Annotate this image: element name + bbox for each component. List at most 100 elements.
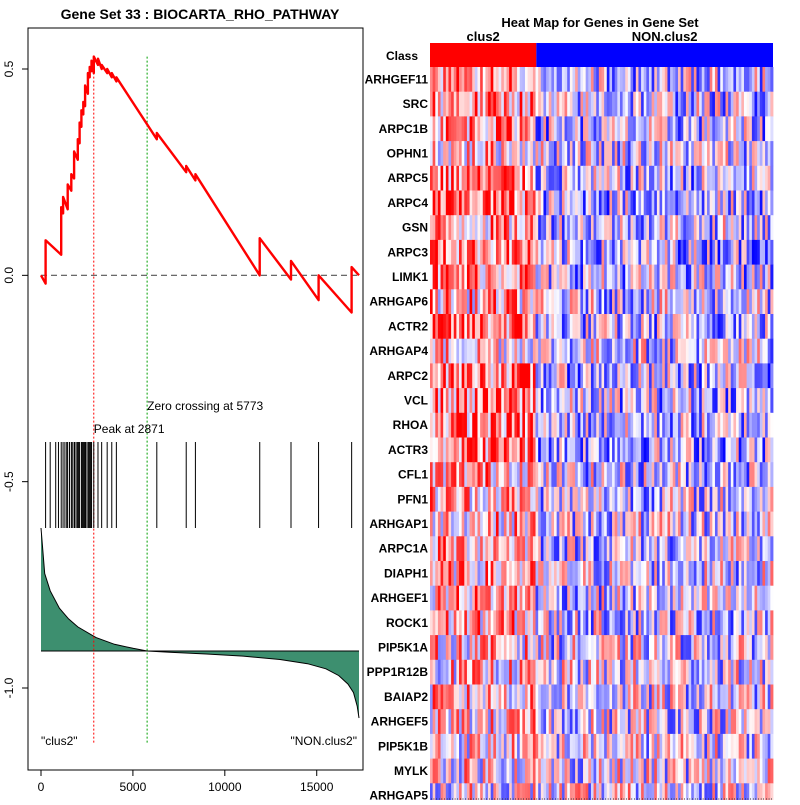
heatmap-cell	[606, 610, 610, 636]
heatmap-cell	[588, 585, 592, 611]
heatmap-cell	[651, 486, 655, 512]
heatmap-cell	[635, 610, 639, 636]
heatmap-cell	[707, 561, 711, 587]
heatmap-cell	[770, 338, 774, 364]
heatmap-cell	[654, 610, 658, 636]
heatmap-cell	[672, 190, 676, 216]
heatmap-cell	[440, 116, 444, 142]
heatmap-cell	[601, 684, 605, 710]
heatmap-cell	[725, 709, 729, 735]
heatmap-cell	[593, 338, 597, 364]
heatmap-cell	[511, 610, 515, 636]
heatmap-cell	[651, 239, 655, 265]
heatmap-cell	[765, 511, 769, 537]
heatmap-cell	[746, 462, 750, 488]
heatmap-cell	[551, 116, 555, 142]
heatmap-cell	[728, 758, 732, 784]
heatmap-cell	[498, 684, 502, 710]
heatmap-cell	[443, 289, 447, 315]
heatmap-cell	[548, 215, 552, 241]
heatmap-cell	[596, 363, 600, 389]
heatmap-cell	[482, 659, 486, 685]
heatmap-cell	[749, 610, 753, 636]
heatmap-cell	[535, 733, 539, 759]
heatmap-cell	[485, 116, 489, 142]
heatmap-cell	[543, 733, 547, 759]
heatmap-cell	[464, 239, 468, 265]
heatmap-cell	[583, 215, 587, 241]
heatmap-cell	[656, 758, 660, 784]
heatmap-cell	[445, 437, 449, 463]
heatmap-cell	[754, 486, 758, 512]
heatmap-cell	[575, 314, 579, 340]
heatmap-cell	[659, 289, 663, 315]
heatmap-cell	[601, 91, 605, 117]
heatmap-cell	[691, 67, 695, 93]
heatmap-cell	[746, 264, 750, 290]
heatmap-cell	[619, 215, 624, 241]
heatmap-cell	[685, 659, 689, 685]
heatmap-cell	[685, 264, 689, 290]
heatmap-cell	[765, 388, 769, 414]
heatmap-cell	[720, 412, 724, 438]
heatmap-cell	[503, 91, 507, 117]
heatmap-cell	[445, 758, 449, 784]
heatmap-cell	[704, 635, 708, 661]
heatmap-cell	[741, 190, 745, 216]
heatmap-cell	[759, 289, 763, 315]
heatmap-cell	[601, 412, 605, 438]
heatmap-cell	[469, 709, 473, 735]
heatmap-cell	[432, 314, 436, 340]
heatmap-cell	[567, 67, 571, 93]
heatmap-cell	[551, 462, 555, 488]
heatmap-cell	[445, 561, 449, 587]
heatmap-cell	[738, 709, 742, 735]
heatmap-cell	[498, 733, 502, 759]
heatmap-cell	[696, 733, 700, 759]
heatmap-cell	[659, 91, 663, 117]
heatmap-cell	[767, 314, 771, 340]
heatmap-cell	[638, 165, 642, 191]
heatmap-cell	[651, 165, 655, 191]
heatmap-cell	[654, 91, 658, 117]
heatmap-cell	[709, 239, 713, 265]
heatmap-cell	[612, 437, 616, 463]
heatmap-cell	[580, 536, 584, 562]
heatmap-cell	[488, 684, 492, 710]
heatmap-cell	[493, 264, 497, 290]
heatmap-cell	[501, 709, 505, 735]
heatmap-cell	[619, 363, 624, 389]
heatmap-cell	[625, 486, 629, 512]
heatmap-cell	[641, 215, 645, 241]
heatmap-cell	[577, 585, 581, 611]
heatmap-cell	[725, 783, 729, 805]
heatmap-cell	[688, 758, 692, 784]
heatmap-cell	[530, 264, 534, 290]
heatmap-cell	[767, 67, 771, 93]
heatmap-cell	[717, 437, 721, 463]
heatmap-cell	[437, 190, 441, 216]
heatmap-cell	[524, 437, 529, 463]
heatmap-cell	[490, 314, 494, 340]
heatmap-cell	[432, 511, 436, 537]
heatmap-cell	[540, 289, 544, 315]
heatmap-cell	[717, 239, 721, 265]
heatmap-cell	[459, 684, 463, 710]
heatmap-cell	[685, 314, 689, 340]
heatmap-cell	[567, 733, 571, 759]
heatmap-cell	[643, 412, 647, 438]
heatmap-cell	[459, 733, 463, 759]
heatmap-cell	[477, 388, 481, 414]
heatmap-cell	[767, 289, 771, 315]
heatmap-cell	[667, 314, 671, 340]
heatmap-cell	[622, 462, 626, 488]
heatmap-cell	[701, 783, 705, 805]
heatmap-cell	[670, 215, 674, 241]
heatmap-cell	[601, 165, 605, 191]
heatmap-cell	[741, 264, 745, 290]
heatmap-cell	[585, 561, 589, 587]
heatmap-cell	[564, 635, 568, 661]
heatmap-cell	[548, 363, 552, 389]
heatmap-cell	[667, 462, 671, 488]
heatmap-cell	[448, 511, 452, 537]
